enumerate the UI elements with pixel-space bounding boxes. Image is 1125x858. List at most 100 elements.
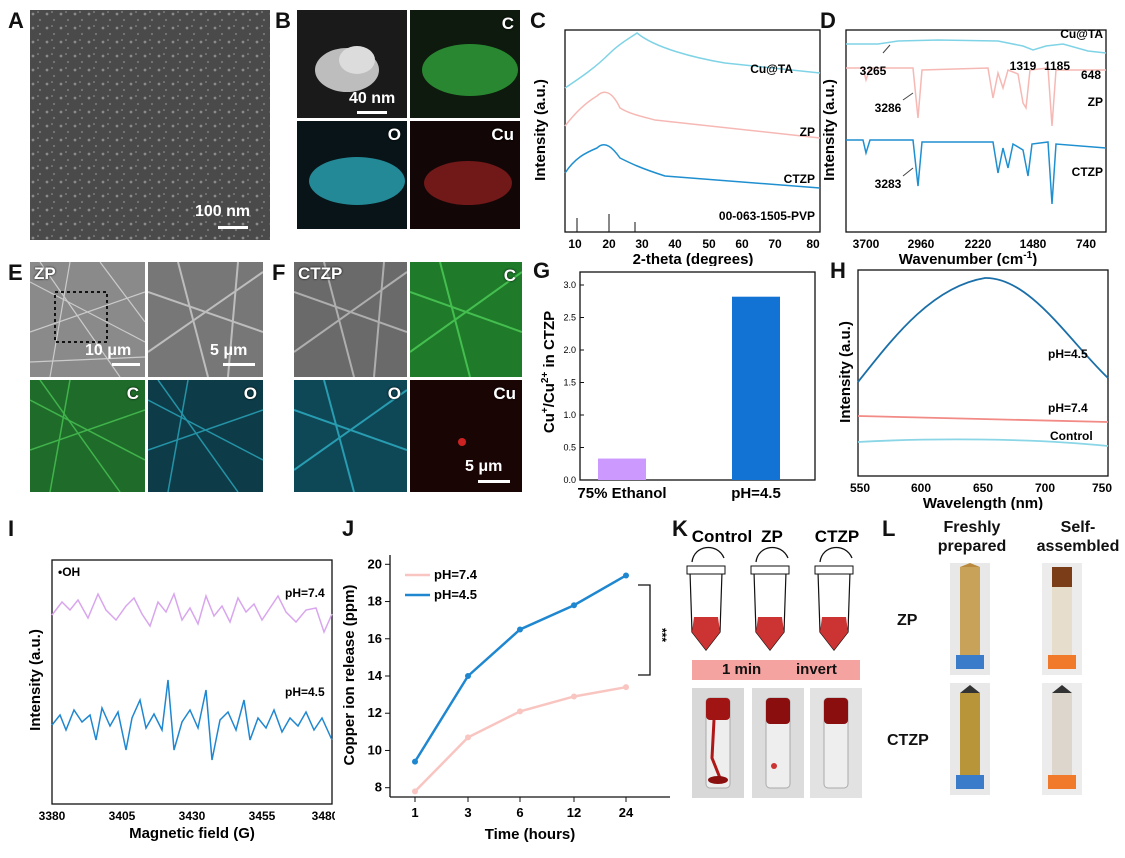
y-tick: 16 <box>368 631 382 646</box>
tem-image-a: 100 nm <box>30 10 270 240</box>
x-tick: 3380 <box>39 809 66 823</box>
y-tick: 3.0 <box>563 280 576 290</box>
y-axis-label: Intensity (a.u.) <box>27 629 44 731</box>
panel-label-b: B <box>275 8 291 33</box>
y-tick: 1.5 <box>563 378 576 388</box>
y-axis-label: Intensity (a.u.) <box>837 321 854 423</box>
tube-photo-zp-fresh <box>950 563 990 675</box>
legend-zp: ZP <box>1088 95 1103 109</box>
esr-chart: •OH pH=7.4 pH=4.5 3380 3405 3430 3455 34… <box>27 559 335 842</box>
map-label: C <box>503 266 516 285</box>
x-tick: 70 <box>768 237 782 251</box>
map-label: O <box>387 384 401 403</box>
fluorescence-chart: pH=4.5 pH=7.4 Control 550 600 650 700 75… <box>837 269 1112 510</box>
series-ph-7-4 <box>51 591 333 635</box>
legend-cu-ta: Cu@TA <box>750 62 793 76</box>
x-tick: 20 <box>602 237 616 251</box>
eds-map-o: O <box>148 380 263 492</box>
legend-ph-7-4: pH=7.4 <box>1048 401 1088 415</box>
x-category-label: pH=4.5 <box>731 485 781 502</box>
legend-ph-7-4: pH=7.4 <box>434 567 478 582</box>
column-header-freshly: Freshly prepared <box>937 519 1007 555</box>
sample-label: CTZP <box>298 264 343 283</box>
column-header-self-assembled: Self-assembled <box>1036 519 1120 555</box>
y-tick: 1.0 <box>563 410 576 420</box>
x-tick: 2960 <box>908 237 935 251</box>
map-label: O <box>387 125 401 144</box>
y-tick: 2.0 <box>563 345 576 355</box>
x-tick: 3 <box>464 805 471 820</box>
y-tick: 18 <box>368 594 382 609</box>
significance-label: *** <box>655 628 669 642</box>
eds-map-cu: Cu <box>410 121 520 229</box>
y-tick: 12 <box>368 705 382 720</box>
bar <box>598 458 646 480</box>
y-axis-label: Copper ion release (ppm) <box>341 585 358 766</box>
scale-bar-label: 100 nm <box>195 203 251 220</box>
x-category-label: 75% Ethanol <box>577 485 666 502</box>
series-ph-4-5 <box>51 679 333 761</box>
vial-photo-ctzp <box>810 688 862 798</box>
tube-icon <box>814 565 854 651</box>
panel-label-k: K <box>672 516 688 541</box>
scale-bar-label: 40 nm <box>349 90 396 107</box>
y-tick: 0.5 <box>563 443 576 453</box>
legend-ph-7-4: pH=7.4 <box>285 586 325 600</box>
significance-bracket <box>638 584 651 676</box>
data-point <box>517 708 523 715</box>
x-tick: 2220 <box>965 237 992 251</box>
x-axis-label: Time (hours) <box>485 826 576 843</box>
series-cu-ta <box>846 39 1107 54</box>
row-label-zp: ZP <box>897 612 918 629</box>
sample-label: ZP <box>34 264 56 283</box>
scale-bar-label: 5 μm <box>210 342 248 359</box>
banner-action: invert <box>796 661 837 678</box>
tube-label: ZP <box>761 527 783 546</box>
data-point <box>412 758 418 765</box>
x-tick: 740 <box>1076 237 1096 251</box>
tube-label: CTZP <box>815 527 859 546</box>
x-tick: 550 <box>850 481 870 495</box>
y-tick: 20 <box>368 556 382 571</box>
panel-label-a: A <box>8 8 24 33</box>
eds-map-c: C <box>410 262 522 377</box>
data-point <box>465 673 471 679</box>
peak-annotation: 1185 <box>1044 59 1070 73</box>
series-zp <box>846 67 1106 127</box>
map-label: Cu <box>493 384 516 403</box>
scale-bar <box>223 363 255 366</box>
series-ph-7-4 <box>857 415 1109 423</box>
series-ctzp <box>846 139 1107 205</box>
x-tick: 6 <box>516 805 523 820</box>
banner-time: 1 min <box>722 661 762 678</box>
xrd-chart: Cu@TA ZP CTZP 00-063-1505-PVP 10 20 30 4… <box>532 29 821 266</box>
x-tick: 3455 <box>249 809 276 823</box>
x-tick: 50 <box>702 237 716 251</box>
panel-label-e: E <box>8 260 23 285</box>
x-tick: 650 <box>973 481 993 495</box>
row-label-ctzp: CTZP <box>887 732 929 749</box>
x-tick: 12 <box>567 805 581 820</box>
scale-bar <box>357 111 387 114</box>
tube-icon <box>686 565 726 651</box>
x-axis-label: Wavelength (nm) <box>923 495 1043 510</box>
y-axis-label: Intensity (a.u.) <box>532 79 549 181</box>
data-point <box>412 788 418 795</box>
series-ctzp <box>564 144 821 189</box>
peak-annotation: 3283 <box>875 177 902 191</box>
series-cu-ta <box>564 32 821 89</box>
panel-label-g: G <box>533 258 551 283</box>
y-tick: 10 <box>368 742 382 757</box>
scale-bar <box>112 363 140 366</box>
rotate-arrow-icon <box>819 546 853 563</box>
data-point <box>465 734 471 741</box>
peak-annotation: 1319 <box>1010 59 1037 73</box>
x-tick: 10 <box>568 237 582 251</box>
peak-annotation: 648 <box>1081 68 1101 82</box>
legend-ph-4-5: pH=4.5 <box>434 587 477 602</box>
x-tick: 700 <box>1035 481 1055 495</box>
legend-ctzp: CTZP <box>1072 165 1103 179</box>
y-tick: 2.5 <box>563 313 576 323</box>
x-axis-label: 2-theta (degrees) <box>633 251 754 266</box>
